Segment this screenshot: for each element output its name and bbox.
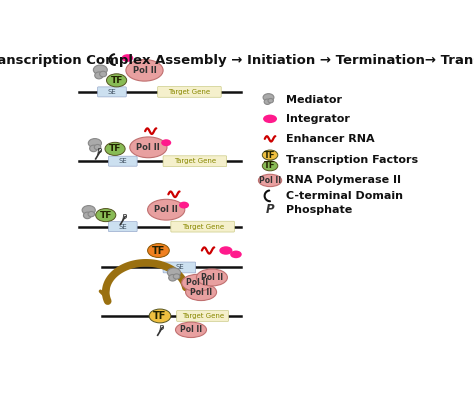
Text: TF: TF xyxy=(100,210,112,220)
Ellipse shape xyxy=(126,60,163,81)
Ellipse shape xyxy=(100,71,107,77)
Ellipse shape xyxy=(83,212,91,219)
Text: SE: SE xyxy=(118,158,127,164)
Text: Pol II: Pol II xyxy=(137,143,160,152)
Text: Pol II: Pol II xyxy=(180,325,202,334)
FancyBboxPatch shape xyxy=(171,221,235,232)
Ellipse shape xyxy=(262,161,278,171)
FancyBboxPatch shape xyxy=(158,86,221,97)
FancyBboxPatch shape xyxy=(109,222,137,232)
Text: Target Gene: Target Gene xyxy=(182,313,224,319)
Text: Enhancer RNA: Enhancer RNA xyxy=(285,134,374,144)
Ellipse shape xyxy=(258,174,282,186)
Text: P: P xyxy=(97,148,102,157)
Text: TF: TF xyxy=(110,76,123,85)
Ellipse shape xyxy=(263,115,277,123)
FancyBboxPatch shape xyxy=(163,262,196,273)
Ellipse shape xyxy=(186,284,217,300)
Ellipse shape xyxy=(263,94,274,101)
Text: Pol II: Pol II xyxy=(133,66,156,75)
Ellipse shape xyxy=(88,212,95,217)
Ellipse shape xyxy=(230,250,242,258)
Text: Target Gene: Target Gene xyxy=(174,158,216,164)
Ellipse shape xyxy=(82,206,95,215)
Text: Pol II: Pol II xyxy=(186,278,208,287)
Ellipse shape xyxy=(182,274,213,291)
FancyBboxPatch shape xyxy=(177,310,228,321)
Text: P: P xyxy=(122,214,127,223)
Ellipse shape xyxy=(161,139,171,146)
FancyBboxPatch shape xyxy=(109,156,137,166)
Ellipse shape xyxy=(94,144,101,150)
Ellipse shape xyxy=(95,72,103,79)
FancyBboxPatch shape xyxy=(163,156,227,166)
Ellipse shape xyxy=(147,199,185,220)
Text: SE: SE xyxy=(118,224,127,230)
Text: Integrator: Integrator xyxy=(285,114,349,124)
Text: TF: TF xyxy=(109,144,121,153)
Ellipse shape xyxy=(175,322,207,338)
Text: Pol II: Pol II xyxy=(259,176,281,185)
Ellipse shape xyxy=(149,309,171,323)
Ellipse shape xyxy=(262,150,278,160)
Ellipse shape xyxy=(107,74,127,87)
Ellipse shape xyxy=(122,54,133,62)
Ellipse shape xyxy=(147,244,169,258)
Text: TF: TF xyxy=(264,161,276,170)
Ellipse shape xyxy=(90,145,98,152)
FancyBboxPatch shape xyxy=(98,87,126,97)
Text: SE: SE xyxy=(175,264,184,270)
Ellipse shape xyxy=(173,274,180,279)
Ellipse shape xyxy=(268,98,273,103)
Text: Mediator: Mediator xyxy=(285,94,342,104)
Text: Phosphate: Phosphate xyxy=(285,205,352,215)
Ellipse shape xyxy=(88,138,101,148)
Ellipse shape xyxy=(196,269,228,286)
Text: TF: TF xyxy=(153,311,167,321)
Text: Pol II: Pol II xyxy=(201,273,223,282)
Ellipse shape xyxy=(130,137,167,158)
Ellipse shape xyxy=(105,142,125,156)
Text: TF: TF xyxy=(264,150,276,160)
Text: TF: TF xyxy=(152,246,165,256)
Text: P: P xyxy=(159,324,164,334)
Text: Target Gene: Target Gene xyxy=(182,224,224,230)
Text: Transcription Factors: Transcription Factors xyxy=(285,156,418,166)
Text: Transcription Complex Assembly → Initiation → Termination→ Transfer: Transcription Complex Assembly → Initiat… xyxy=(0,54,474,67)
Text: Target Gene: Target Gene xyxy=(168,89,210,95)
Ellipse shape xyxy=(93,65,107,75)
Ellipse shape xyxy=(219,246,232,255)
Text: Pol II: Pol II xyxy=(190,288,212,296)
Ellipse shape xyxy=(96,208,116,222)
Ellipse shape xyxy=(167,268,181,277)
Ellipse shape xyxy=(264,99,271,104)
Text: RNA Polymerase II: RNA Polymerase II xyxy=(285,176,401,186)
Ellipse shape xyxy=(169,274,177,281)
Text: P: P xyxy=(266,203,274,216)
Text: SE: SE xyxy=(108,89,116,95)
Text: C-terminal Domain: C-terminal Domain xyxy=(285,191,402,201)
Text: Pol II: Pol II xyxy=(155,205,178,214)
Ellipse shape xyxy=(179,202,189,208)
